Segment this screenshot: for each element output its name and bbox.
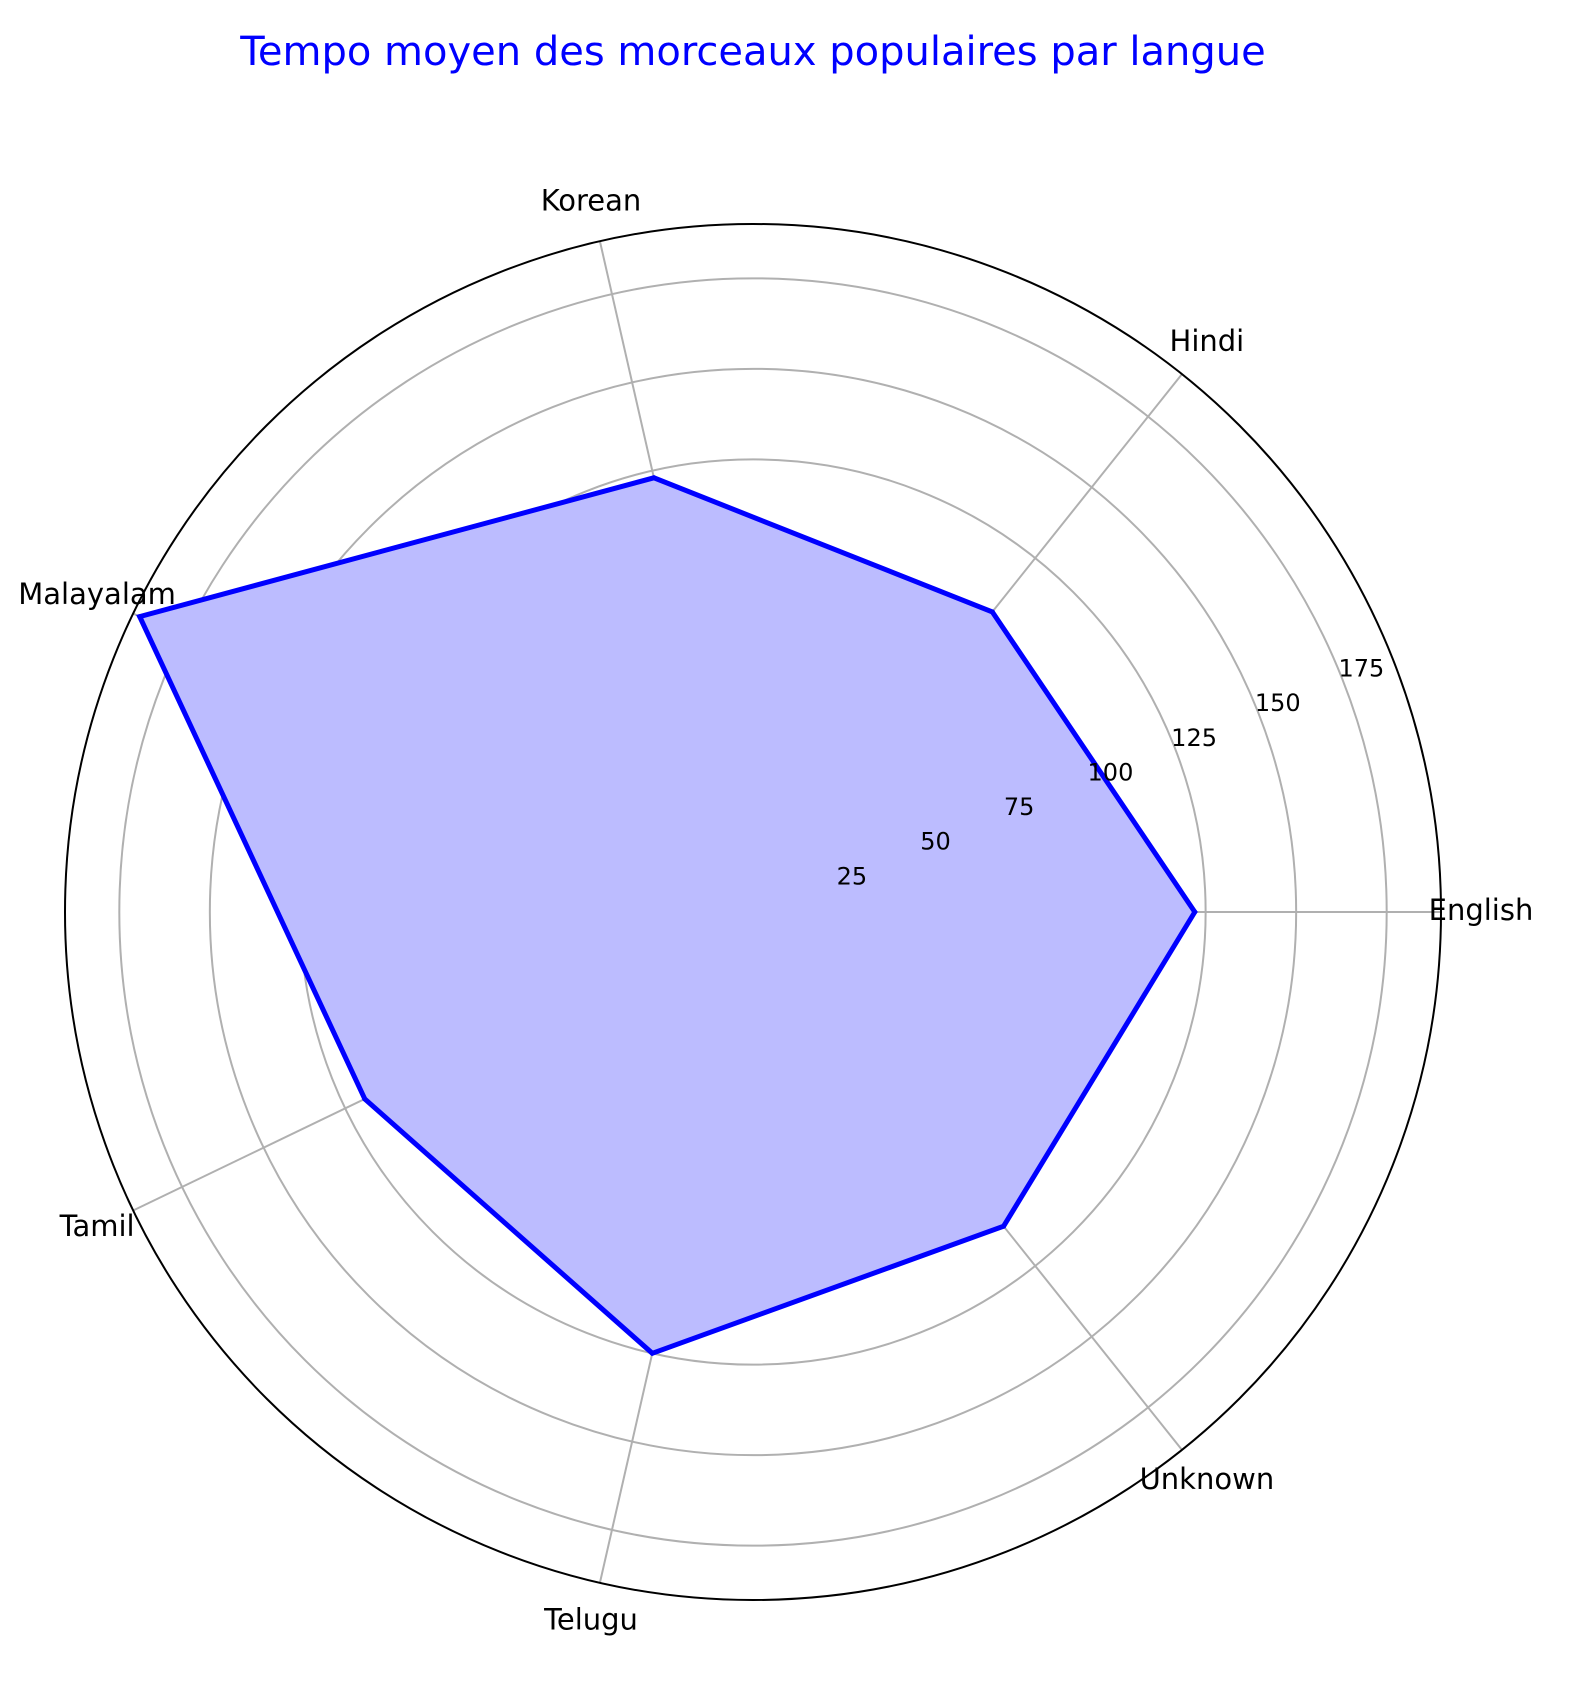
tick-label-100: 100	[1088, 758, 1134, 786]
data-point-english	[1192, 909, 1198, 915]
chart-title: Tempo moyen des morceaux populaires par …	[239, 29, 1265, 75]
tick-label-50: 50	[920, 828, 951, 856]
data-point-korean	[651, 475, 657, 481]
data-point-telugu	[649, 1350, 655, 1356]
data-point-tamil	[362, 1096, 368, 1102]
category-label-telugu: Telugu	[543, 1603, 638, 1637]
data-point-malayalam	[137, 614, 143, 620]
tick-label-125: 125	[1171, 724, 1217, 752]
category-label-unknown: Unknown	[1140, 1462, 1275, 1496]
tick-label-75: 75	[1004, 793, 1035, 821]
tick-label-25: 25	[837, 862, 868, 890]
category-label-korean: Korean	[541, 183, 642, 217]
category-label-hindi: Hindi	[1170, 324, 1245, 358]
category-label-malayalam: Malayalam	[18, 577, 176, 611]
label-layer: 25 50 75 100 125 150 175 English Hindi Korean Mala…	[18, 183, 1533, 1636]
tick-label-150: 150	[1255, 689, 1301, 717]
outer-frame	[64, 223, 1442, 1601]
tick-label-175: 175	[1338, 654, 1384, 682]
series-fill-0	[139, 477, 1195, 1354]
data-point-hindi	[989, 609, 995, 615]
category-label-english: English	[1429, 893, 1534, 927]
data-point-unknown	[1001, 1223, 1007, 1229]
data-layer	[136, 475, 1198, 1357]
category-label-tamil: Tamil	[59, 1209, 135, 1243]
series-line-0	[136, 475, 1198, 1357]
